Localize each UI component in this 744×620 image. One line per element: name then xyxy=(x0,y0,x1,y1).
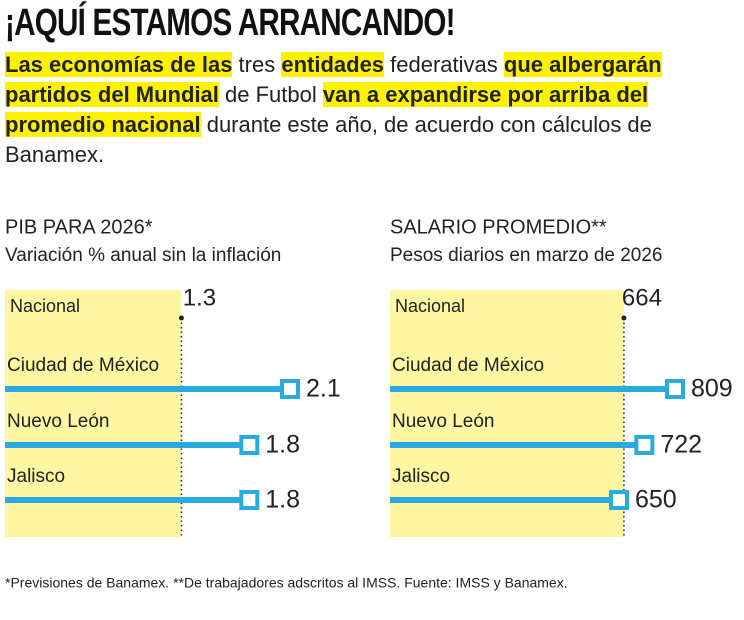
reference-area xyxy=(390,290,624,537)
reference-dot xyxy=(621,315,627,321)
bar-marker xyxy=(634,435,655,455)
reference-value: 1.3 xyxy=(183,284,216,311)
chart-title: PIB PARA 2026* xyxy=(5,216,153,238)
subtitle-run: federativas xyxy=(384,52,504,77)
bar-marker xyxy=(280,379,300,399)
category-label: Nuevo León xyxy=(392,411,494,432)
category-label: Ciudad de México xyxy=(7,355,159,376)
subtitle-run: de Futbol xyxy=(218,82,323,107)
subtitle-run: durante este año, de acuerdo con cálculo… xyxy=(5,112,652,167)
chart-subtitle: Variación % anual sin la inflación xyxy=(5,245,281,266)
bar-marker xyxy=(239,490,260,510)
bar-marker xyxy=(665,379,685,399)
chart-title: SALARIO PROMEDIO** xyxy=(390,216,607,238)
reference-dot xyxy=(178,315,184,321)
value-label: 650 xyxy=(635,486,677,514)
category-label: Jalisco xyxy=(7,466,65,487)
category-label: Ciudad de México xyxy=(392,355,544,376)
subtitle-run: Las economías de las xyxy=(5,52,233,77)
subtitle-run: entidades xyxy=(281,52,385,77)
category-label: Jalisco xyxy=(392,466,450,487)
footnote: *Previsiones de Banamex. **De trabajador… xyxy=(5,575,568,591)
reference-name: Nacional xyxy=(10,296,80,316)
chart-subtitle: Pesos diarios en marzo de 2026 xyxy=(390,245,663,266)
reference-area xyxy=(5,290,182,537)
value-label: 2.1 xyxy=(306,375,341,403)
value-label: 722 xyxy=(660,431,702,459)
reference-value: 664 xyxy=(622,284,662,311)
subtitle-run: tres xyxy=(232,52,282,77)
value-label: 809 xyxy=(691,375,733,403)
value-label: 1.8 xyxy=(265,431,300,459)
category-label: Nuevo León xyxy=(7,411,109,432)
bar-marker xyxy=(608,490,629,510)
reference-name: Nacional xyxy=(395,296,465,316)
bar-marker xyxy=(239,435,260,455)
value-label: 1.8 xyxy=(265,486,300,514)
page-title: ¡AQUÍ ESTAMOS ARRANCANDO! xyxy=(5,2,456,44)
page-subtitle: Las economías de las tres entidades fede… xyxy=(5,50,741,170)
